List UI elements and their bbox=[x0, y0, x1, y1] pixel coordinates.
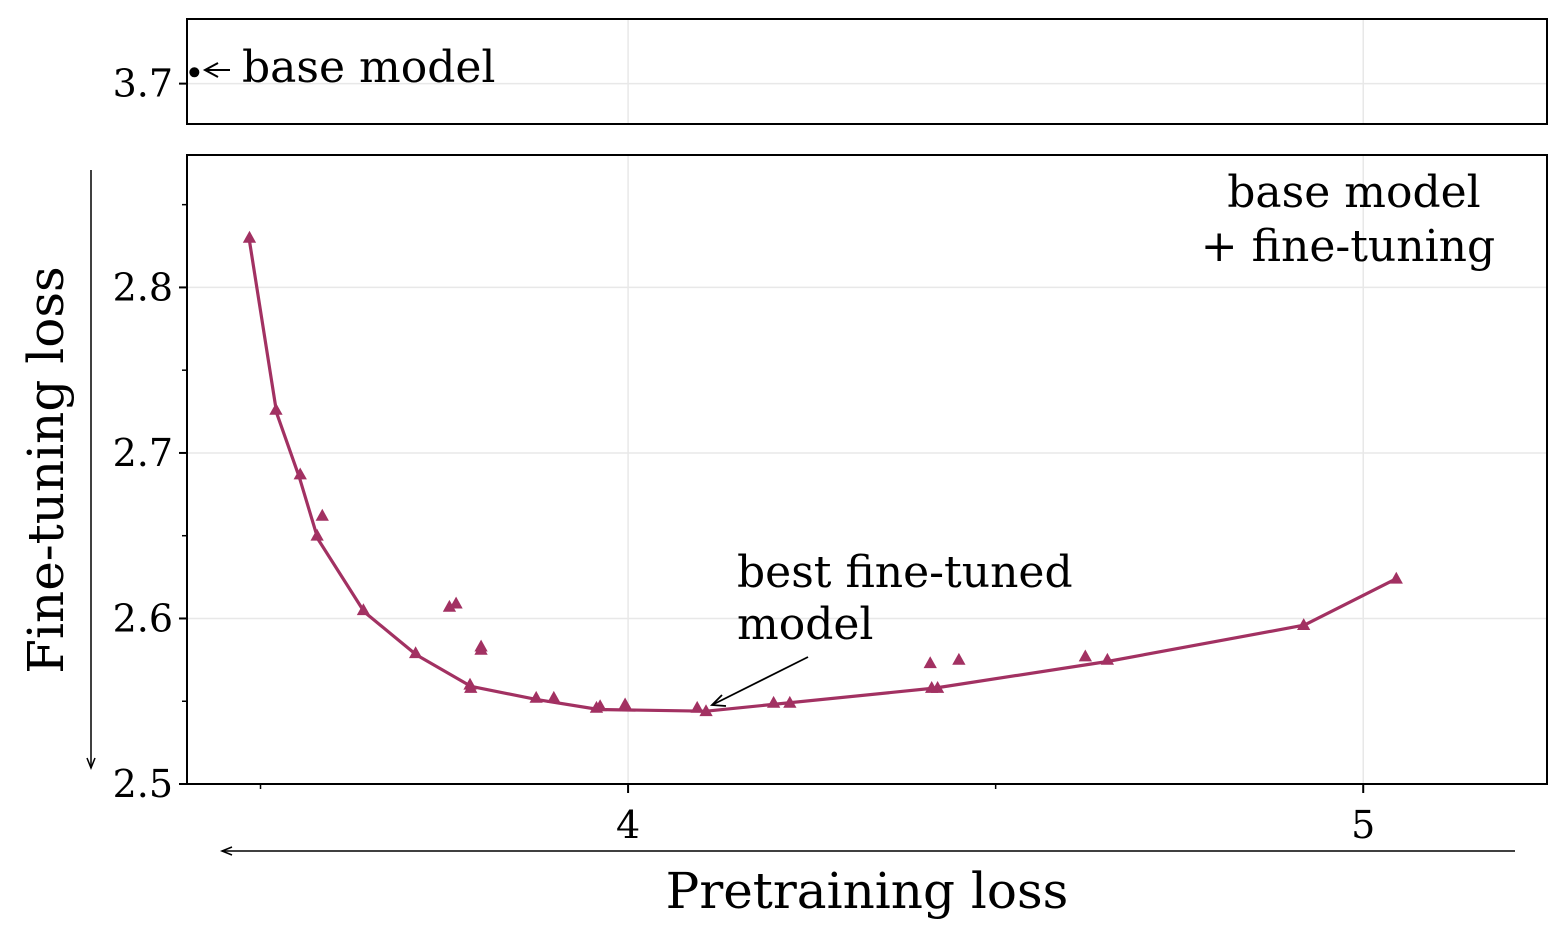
data-point-triangle bbox=[315, 508, 329, 521]
best-model-annotation-line-2: model bbox=[737, 599, 874, 650]
data-point-triangle bbox=[767, 695, 781, 708]
top-panel-marks bbox=[189, 67, 200, 78]
y-tick-label: 2.5 bbox=[113, 762, 173, 806]
data-point-triangle bbox=[529, 690, 543, 703]
x-tick-label: 5 bbox=[1351, 803, 1375, 847]
x-tick-label: 4 bbox=[616, 803, 640, 847]
data-point-triangle bbox=[593, 699, 607, 712]
y-tick-label: 2.6 bbox=[113, 596, 173, 640]
data-point-triangle bbox=[930, 681, 945, 693]
bottom-panel-y-ticks: 2.5 2.6 2.7 2.8 bbox=[113, 203, 187, 806]
best-model-arrowhead bbox=[709, 694, 727, 707]
data-point-triangle bbox=[242, 230, 257, 243]
data-point-triangle bbox=[442, 599, 457, 612]
data-point-triangle bbox=[1389, 571, 1403, 584]
base-model-arrowhead bbox=[202, 62, 219, 78]
base-model-point bbox=[189, 67, 200, 78]
best-model-annotation-line-1: best fine-tuned bbox=[737, 547, 1073, 598]
data-point-triangle bbox=[1100, 652, 1114, 665]
data-point-triangle bbox=[699, 704, 713, 717]
x-axis-label: Pretraining loss bbox=[666, 862, 1069, 920]
data-point-triangle bbox=[690, 700, 704, 713]
y-tick-label: 2.8 bbox=[113, 265, 173, 309]
data-point-triangle bbox=[474, 642, 488, 655]
y-direction-arrowhead bbox=[86, 757, 96, 771]
label-block-line-1: base model bbox=[1227, 167, 1481, 218]
data-point-triangle bbox=[409, 646, 423, 659]
data-point-triangle bbox=[464, 681, 478, 693]
bottom-panel-frame bbox=[186, 154, 1548, 785]
data-point-triangle bbox=[293, 467, 307, 480]
top-panel-frame bbox=[186, 18, 1548, 125]
top-panel-grid bbox=[187, 19, 1547, 124]
series-line bbox=[247, 240, 1398, 713]
top-panel-y-ticks: 3.7 bbox=[113, 62, 187, 106]
base-model-annotation: base model bbox=[242, 42, 496, 93]
label-block-line-2: + fine-tuning bbox=[1201, 221, 1495, 272]
data-point-triangle bbox=[618, 697, 632, 710]
data-point-triangle bbox=[449, 596, 463, 609]
x-direction-arrowhead bbox=[219, 846, 233, 856]
data-point-triangle bbox=[923, 656, 937, 669]
top-panel: 3.7 base model bbox=[113, 18, 1548, 125]
data-point-triangle bbox=[952, 652, 966, 665]
data-point-triangle bbox=[1297, 618, 1311, 630]
best-model-arrow bbox=[711, 656, 809, 706]
bottom-panel-marks bbox=[242, 230, 1403, 717]
data-point-triangle bbox=[783, 695, 797, 708]
data-point-triangle bbox=[1078, 649, 1092, 662]
data-point-triangle bbox=[547, 690, 561, 703]
top-y-tick-label: 3.7 bbox=[113, 62, 173, 106]
y-tick-label: 2.7 bbox=[113, 431, 173, 475]
data-point-triangle bbox=[310, 528, 324, 541]
data-point-triangle bbox=[356, 603, 371, 616]
y-axis-label: Fine-tuning loss bbox=[17, 266, 75, 673]
data-point-triangle bbox=[269, 402, 283, 415]
